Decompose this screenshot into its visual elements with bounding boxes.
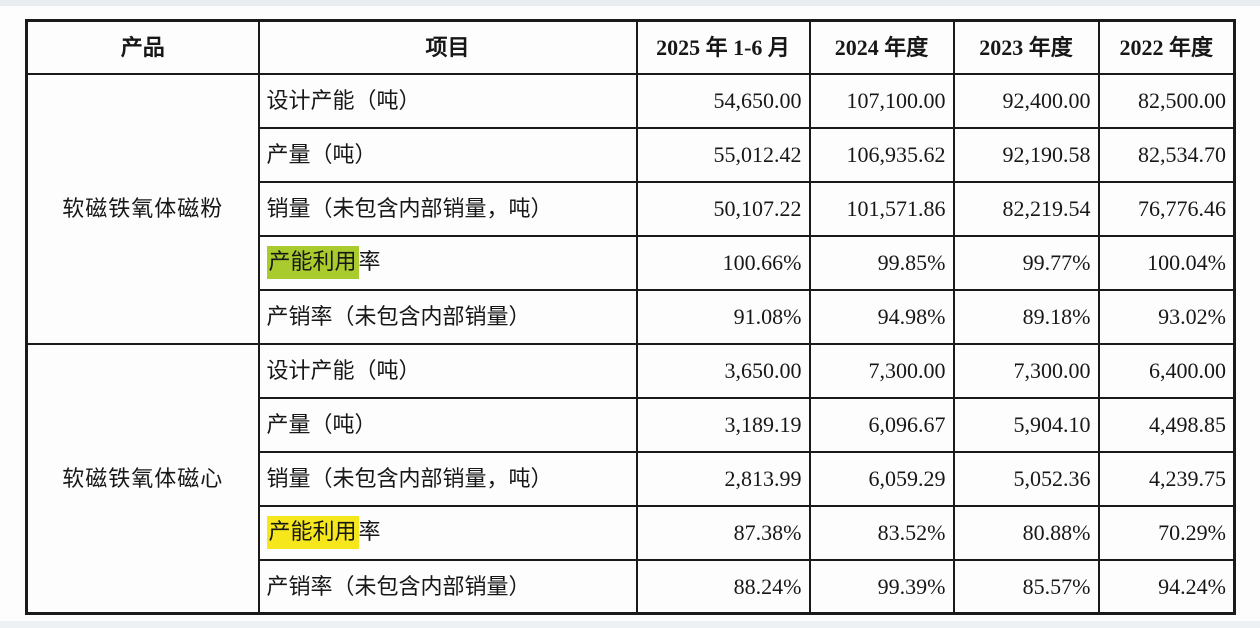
highlight-mark: 产能利用	[266, 516, 359, 549]
value-cell: 55,012.42	[635, 126, 811, 183]
highlight-mark: 产能利用	[266, 246, 359, 279]
row-label-rest: 率	[358, 519, 381, 545]
column-header-2023: 2023 年度	[952, 19, 1100, 75]
value-cell: 99.39%	[808, 558, 955, 615]
value-cell: 94.98%	[808, 288, 955, 345]
table-row: 软磁铁氧体磁心 设计产能（吨） 3,650.00 7,300.00 7,300.…	[25, 342, 1236, 615]
capacity-table-container: 产品 项目 2025 年 1-6 月 2024 年度 2023 年度 2022 …	[25, 19, 1236, 615]
table-row: 软磁铁氧体磁粉 设计产能（吨） 54,650.00 107,100.00 92,…	[25, 72, 1236, 345]
column-header-2025h1: 2025 年 1-6 月	[635, 19, 811, 75]
value-cell: 83.52%	[808, 504, 955, 561]
value-cell: 6,059.29	[808, 450, 955, 507]
value-cell: 82,219.54	[952, 180, 1100, 237]
value-cell: 91.08%	[635, 288, 811, 345]
value-cell: 88.24%	[635, 558, 811, 615]
value-cell: 89.18%	[952, 288, 1100, 345]
value-cell: 70.29%	[1097, 504, 1236, 561]
column-header-product: 产品	[25, 19, 260, 75]
value-cell: 54,650.00	[635, 72, 811, 129]
row-label: 产销率（未包含内部销量）	[257, 558, 638, 615]
value-cell: 5,904.10	[952, 396, 1100, 453]
row-label-capacity-utilization: 产能利用率	[257, 504, 638, 561]
row-label: 设计产能（吨）	[257, 72, 638, 129]
column-header-2022: 2022 年度	[1097, 19, 1236, 75]
product-cell-core: 软磁铁氧体磁心	[25, 342, 260, 615]
row-label-rest: 率	[358, 249, 381, 275]
table-row: 产量（吨） 55,012.42 106,935.62 92,190.58 82,…	[27, 126, 1236, 183]
table-row: 销量（未包含内部销量，吨） 2,813.99 6,059.29 5,052.36…	[27, 450, 1236, 507]
product-cell-powder: 软磁铁氧体磁粉	[25, 72, 260, 345]
value-cell: 7,300.00	[952, 342, 1100, 399]
row-label: 产量（吨）	[257, 126, 638, 183]
row-label: 产销率（未包含内部销量）	[257, 288, 638, 345]
value-cell: 76,776.46	[1097, 180, 1236, 237]
header-row: 产品 项目 2025 年 1-6 月 2024 年度 2023 年度 2022 …	[25, 19, 1236, 75]
value-cell: 93.02%	[1097, 288, 1236, 345]
row-label: 销量（未包含内部销量，吨）	[257, 180, 638, 237]
page-bottom-strip	[0, 621, 1260, 628]
table-row: 产销率（未包含内部销量） 88.24% 99.39% 85.57% 94.24%	[27, 558, 1236, 615]
value-cell: 94.24%	[1097, 558, 1236, 615]
page-top-strip	[0, 0, 1260, 6]
value-cell: 4,239.75	[1097, 450, 1236, 507]
value-cell: 2,813.99	[635, 450, 811, 507]
value-cell: 5,052.36	[952, 450, 1100, 507]
value-cell: 100.04%	[1097, 234, 1236, 291]
table-row: 销量（未包含内部销量，吨） 50,107.22 101,571.86 82,21…	[27, 180, 1236, 237]
value-cell: 99.85%	[808, 234, 955, 291]
table-row: 产能利用率 87.38% 83.52% 80.88% 70.29%	[27, 504, 1236, 561]
value-cell: 3,650.00	[635, 342, 811, 399]
value-cell: 99.77%	[952, 234, 1100, 291]
column-header-item: 项目	[257, 19, 638, 75]
table-row: 产量（吨） 3,189.19 6,096.67 5,904.10 4,498.8…	[27, 396, 1236, 453]
value-cell: 80.88%	[952, 504, 1100, 561]
table-row: 产销率（未包含内部销量） 91.08% 94.98% 89.18% 93.02%	[27, 288, 1236, 345]
value-cell: 92,400.00	[952, 72, 1100, 129]
table-row: 产能利用率 100.66% 99.85% 99.77% 100.04%	[27, 234, 1236, 291]
value-cell: 6,096.67	[808, 396, 955, 453]
row-label: 设计产能（吨）	[257, 342, 638, 399]
value-cell: 50,107.22	[635, 180, 811, 237]
value-cell: 4,498.85	[1097, 396, 1236, 453]
value-cell: 82,534.70	[1097, 126, 1236, 183]
value-cell: 107,100.00	[808, 72, 955, 129]
table-header: 产品 项目 2025 年 1-6 月 2024 年度 2023 年度 2022 …	[25, 19, 1236, 75]
value-cell: 92,190.58	[952, 126, 1100, 183]
value-cell: 101,571.86	[808, 180, 955, 237]
row-label-capacity-utilization: 产能利用率	[257, 234, 638, 291]
column-header-2024: 2024 年度	[808, 19, 955, 75]
value-cell: 85.57%	[952, 558, 1100, 615]
row-label: 销量（未包含内部销量，吨）	[257, 450, 638, 507]
value-cell: 100.66%	[635, 234, 811, 291]
value-cell: 7,300.00	[808, 342, 955, 399]
capacity-utilization-table: 产品 项目 2025 年 1-6 月 2024 年度 2023 年度 2022 …	[25, 19, 1236, 615]
table-body: 软磁铁氧体磁粉 设计产能（吨） 54,650.00 107,100.00 92,…	[25, 72, 1236, 615]
value-cell: 87.38%	[635, 504, 811, 561]
value-cell: 82,500.00	[1097, 72, 1236, 129]
value-cell: 6,400.00	[1097, 342, 1236, 399]
value-cell: 106,935.62	[808, 126, 955, 183]
row-label: 产量（吨）	[257, 396, 638, 453]
value-cell: 3,189.19	[635, 396, 811, 453]
